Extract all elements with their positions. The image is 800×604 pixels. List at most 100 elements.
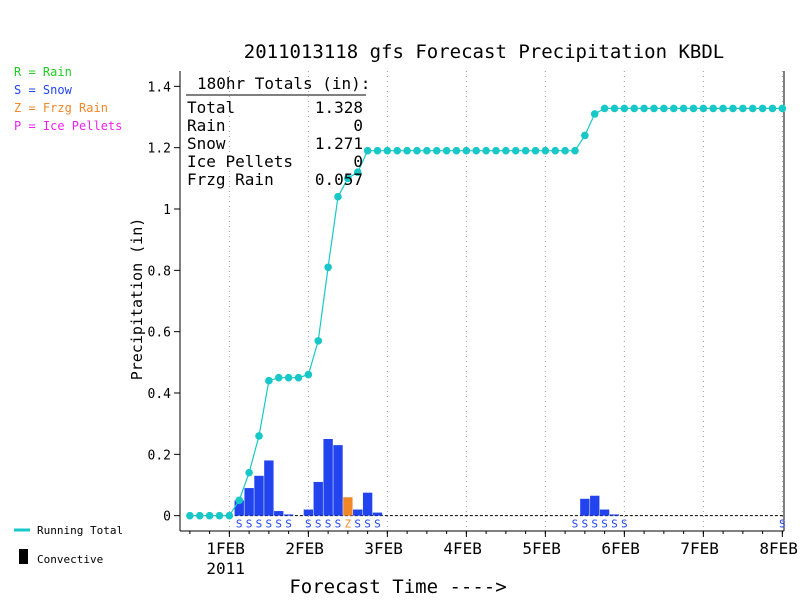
precip-type-mark-10: Z: [345, 518, 352, 531]
precip-type-mark-12: S: [364, 518, 371, 531]
running-total-point-41: [590, 110, 599, 118]
running-total-point-49: [669, 104, 678, 113]
precip-bar-4: [274, 511, 284, 516]
x-tick-label: 2FEB: [285, 539, 324, 558]
precip-bar-11: [353, 509, 363, 516]
precip-type-mark-3: S: [266, 518, 273, 531]
running-total-point-52: [699, 104, 708, 113]
running-total-point-38: [561, 146, 569, 155]
y-tick-label: 0: [163, 510, 171, 525]
running-total-point-50: [679, 104, 688, 113]
running-total-point-12: [304, 370, 313, 379]
precip-bar-17: [609, 514, 620, 516]
running-total-point-31: [492, 146, 500, 155]
running-total-point-46: [640, 104, 648, 113]
x-tick-label: 6FEB: [601, 539, 640, 558]
running-total-point-30: [482, 146, 490, 155]
running-total-point-57: [748, 104, 757, 113]
y-axis-label: Precipitation (in): [128, 218, 146, 381]
running-total-point-53: [709, 104, 718, 113]
precip-type-mark-14: S: [572, 518, 579, 531]
running-total-point-34: [521, 146, 530, 155]
precip-type-mark-4: S: [275, 518, 282, 531]
running-total-point-14: [324, 263, 332, 272]
running-total-point-10: [284, 373, 293, 382]
precip-type-mark-6: S: [305, 518, 312, 531]
running-total-point-44: [620, 104, 629, 113]
totals-row-label: Snow: [187, 134, 226, 153]
precip-bar-6: [303, 509, 314, 516]
totals-row-value: 1.271: [315, 134, 363, 153]
x-tick-label: 1FEB: [206, 539, 245, 558]
running-total-point-27: [452, 146, 461, 155]
precip-type-legend: R = Rain S = Snow Z = Frzg Rain P = Ice Pel…: [14, 65, 122, 133]
running-total-point-20: [383, 146, 392, 155]
precip-bar-10: [343, 497, 353, 516]
totals-row-value: 0.057: [315, 170, 363, 189]
precip-type-mark-16: S: [591, 518, 598, 531]
totals-row-label: Rain: [187, 116, 226, 135]
running-total-point-35: [531, 146, 540, 155]
x-tick-label: 8FEB: [759, 539, 798, 558]
precip-bar-1: [244, 488, 254, 516]
totals-box: 180hr Totals (in): Total 1.328 Rain 0 Snow 1.2…: [186, 74, 370, 189]
running-total-series: [186, 104, 787, 520]
running-total-point-19: [373, 146, 382, 155]
y-tick-label: 0.2: [148, 448, 171, 463]
running-total-point-5: [235, 496, 244, 505]
running-total-point-42: [600, 104, 609, 113]
precip-bar-2: [254, 475, 264, 516]
y-tick-label: 0.8: [148, 264, 171, 279]
running-total-point-25: [432, 146, 441, 155]
running-total-point-7: [255, 432, 263, 440]
precip-bar-8: [323, 439, 333, 516]
precip-type-mark-17: S: [601, 518, 608, 531]
totals-header: 180hr Totals (in):: [197, 74, 370, 93]
precip-bar-16: [599, 509, 610, 516]
y-tick-label: 1.2: [148, 142, 171, 157]
precip-type-mark-19: S: [621, 518, 628, 531]
running-total-point-9: [274, 373, 283, 382]
precip-type-mark-9: S: [335, 518, 342, 531]
running-total-point-33: [511, 146, 520, 155]
totals-row-value: 0: [353, 116, 363, 135]
series-legend: Running Total Convective: [14, 524, 123, 566]
running-total-point-43: [610, 104, 619, 113]
precip-type-mark-13: S: [374, 518, 381, 531]
precip-bar-0: [234, 500, 244, 516]
running-total-point-58: [758, 104, 767, 113]
running-total-point-22: [403, 146, 411, 155]
running-total-point-29: [472, 146, 481, 155]
legend-entry-z: Z = Frzg Rain: [14, 101, 108, 115]
precip-bar-14: [580, 498, 590, 516]
precip-type-mark-0: S: [236, 518, 243, 531]
precip-type-mark-15: S: [582, 518, 589, 531]
chart-title: 2011013118 gfs Forecast Precipitation KB…: [244, 41, 724, 63]
running-total-point-6: [245, 468, 253, 477]
legend-entry-s: S = Snow: [14, 83, 73, 97]
running-total-point-1: [195, 511, 204, 520]
totals-row-value: 1.328: [315, 98, 363, 117]
precip-bars: [234, 439, 620, 516]
precip-type-mark-8: S: [325, 518, 332, 531]
totals-row-label: Total: [187, 98, 235, 117]
precip-bar-12: [362, 492, 373, 516]
running-total-point-21: [393, 146, 402, 155]
running-total-point-13: [314, 337, 323, 345]
running-total-point-40: [581, 131, 589, 140]
running-total-point-23: [413, 146, 421, 155]
legend-entry-r: R = Rain: [14, 65, 72, 79]
precip-type-mark-1: S: [246, 518, 253, 531]
x-tick-sublabel: 2011: [206, 559, 245, 578]
precip-bar-3: [264, 460, 274, 516]
precip-bar-7: [313, 481, 323, 516]
precip-bar-5: [283, 514, 294, 516]
running-total-point-32: [502, 146, 510, 155]
precip-bar-13: [372, 512, 383, 516]
convective-legend-label: Convective: [37, 553, 103, 566]
running-total-point-3: [215, 511, 224, 520]
precip-type-mark-18: S: [611, 518, 618, 531]
x-axis-label: Forecast Time ---->: [289, 576, 506, 598]
